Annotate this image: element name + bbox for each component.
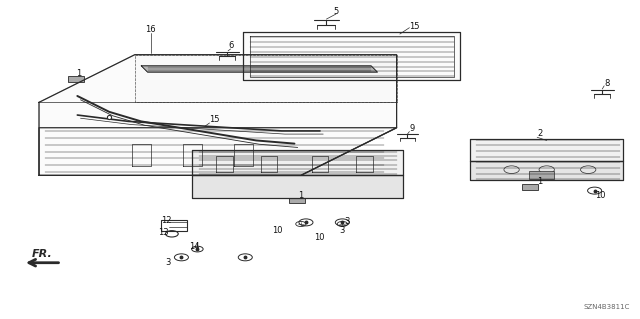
- Polygon shape: [141, 66, 378, 72]
- Text: 5: 5: [333, 7, 339, 16]
- Polygon shape: [470, 161, 623, 180]
- Text: 10: 10: [272, 226, 283, 234]
- Text: 8: 8: [604, 79, 609, 88]
- Text: 2: 2: [537, 129, 542, 138]
- Polygon shape: [135, 55, 397, 102]
- Text: 3: 3: [166, 258, 171, 267]
- Polygon shape: [192, 175, 403, 197]
- Text: SZN4B3811C: SZN4B3811C: [583, 304, 630, 310]
- Text: FR.: FR.: [31, 249, 52, 259]
- Text: 10: 10: [595, 190, 605, 200]
- Text: 13: 13: [158, 228, 169, 237]
- Text: 12: 12: [161, 216, 172, 225]
- Text: 14: 14: [189, 242, 200, 251]
- Bar: [161, 219, 186, 231]
- Text: 10: 10: [314, 233, 324, 242]
- Bar: [522, 184, 538, 190]
- Text: 15: 15: [209, 115, 220, 124]
- Text: 1: 1: [537, 177, 542, 186]
- Text: 1: 1: [298, 190, 303, 200]
- Bar: [289, 197, 305, 203]
- Polygon shape: [470, 139, 623, 161]
- Text: 16: 16: [145, 25, 156, 34]
- Polygon shape: [39, 55, 397, 175]
- Text: 9: 9: [410, 124, 415, 133]
- Text: 6: 6: [228, 41, 234, 50]
- Polygon shape: [243, 33, 461, 80]
- Text: 3: 3: [344, 217, 349, 226]
- Text: 15: 15: [410, 22, 420, 31]
- Bar: [68, 76, 84, 82]
- Text: 1: 1: [76, 69, 81, 78]
- Text: 3: 3: [339, 226, 344, 234]
- Polygon shape: [192, 150, 403, 175]
- Bar: [529, 171, 554, 179]
